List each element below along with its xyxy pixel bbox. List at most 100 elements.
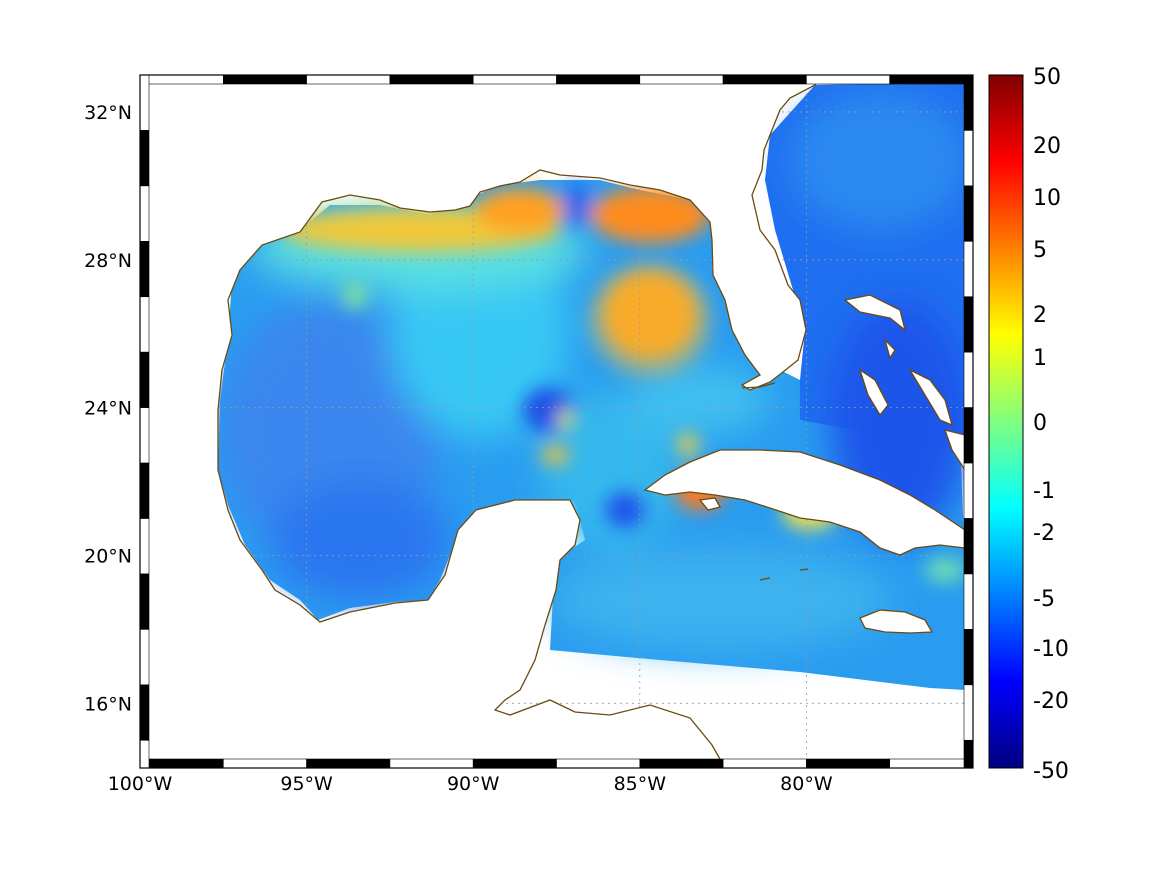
frame-segment-left (139, 739, 150, 769)
blob-mississippi-blue (560, 185, 592, 225)
frame-segment-right (963, 518, 974, 575)
frame-segment-left (139, 351, 150, 408)
frame-segment-top (223, 74, 307, 85)
colorbar-tick-label: 2 (1033, 303, 1047, 328)
frame-segment-right (963, 684, 974, 741)
frame-segment-bottom (639, 758, 724, 769)
map-frame (139, 74, 974, 769)
blob-north-orange-east (590, 187, 710, 243)
frame-segment-top (389, 74, 474, 85)
lon-tick-label: 100°W (108, 773, 173, 795)
frame-segment-right (963, 739, 974, 769)
blob-south-yellow (541, 445, 569, 465)
frame-segment-left (139, 573, 150, 630)
colorbar-tick-label: 20 (1033, 134, 1061, 159)
frame-segment-right (963, 241, 974, 298)
coast-bahamas-1 (843, 294, 907, 332)
lat-tick-label: 28°N (84, 250, 132, 272)
blob-south-gulf (270, 480, 450, 600)
frame-segment-left (139, 407, 150, 464)
frame-segment-top (722, 74, 807, 85)
blob-west-greenish (343, 281, 367, 309)
frame-segment-left (139, 74, 150, 131)
blob-florida-straits (630, 365, 770, 435)
colorbar-tick-label: -20 (1033, 689, 1069, 714)
coast-jamaica (859, 609, 934, 634)
colorbar-tick-label: 1 (1033, 346, 1047, 371)
colorbar-tick-label: 5 (1033, 238, 1047, 263)
frame-segment-left (139, 296, 150, 353)
frame-outline (139, 74, 974, 769)
frame-segment-top (889, 74, 974, 85)
coast-isle-of-youth (698, 497, 721, 511)
coast-cuba (643, 449, 966, 556)
blob-loop-halo (588, 262, 712, 378)
coast-bahamas-5 (883, 337, 896, 360)
longitude-labels: 100°W 95°W 90°W 85°W 80°W (108, 773, 833, 795)
blob-caribbean (550, 550, 890, 650)
lat-tick-label: 32°N (84, 102, 132, 124)
frame-segment-top (306, 74, 391, 85)
lon-tick-label: 95°W (280, 773, 333, 795)
frame-segment-right (963, 629, 974, 686)
frame-segment-left (139, 185, 150, 242)
frame-segment-top (556, 74, 641, 85)
colorbar-tick-label: 0 (1033, 411, 1047, 436)
colorbar-tick-label: 50 (1033, 65, 1061, 90)
frame-segment-left (139, 462, 150, 519)
coast-keys (741, 382, 776, 389)
lon-tick-label: 85°W (614, 773, 667, 795)
coast-bahamas-3 (908, 368, 953, 427)
frame-segment-top (639, 74, 724, 85)
blob-north-orange-west (475, 188, 565, 232)
lon-tick-label: 90°W (447, 773, 500, 795)
coastlines (140, 75, 966, 768)
blob-cuba-yellow (678, 433, 698, 457)
colorbar-bar (988, 74, 1024, 769)
frame-segment-bottom (556, 758, 641, 769)
colorbar-tick-label: -10 (1033, 637, 1069, 662)
frame-segment-right (963, 296, 974, 353)
lon-tick-label: 80°W (780, 773, 833, 795)
lat-tick-label: 24°N (84, 398, 132, 420)
blob-dark-blue-2 (605, 492, 645, 528)
blob-central-yellow (558, 410, 574, 430)
frame-segment-right (963, 74, 974, 131)
blob-windward (925, 558, 965, 582)
frame-segment-top (806, 74, 891, 85)
lat-tick-label: 16°N (84, 693, 132, 715)
colorbar-tick-label: -2 (1033, 521, 1055, 546)
frame-segment-top (472, 74, 557, 85)
frame-segment-right (963, 573, 974, 630)
frame-segment-bottom (223, 758, 307, 769)
latitude-labels: 32°N 28°N 24°N 20°N 16°N (84, 102, 132, 715)
frame-segment-right (963, 351, 974, 408)
frame-segment-right (963, 185, 974, 242)
frame-segment-left (139, 518, 150, 575)
frame-segment-left (139, 684, 150, 741)
frame-segment-bottom (472, 758, 557, 769)
frame-segment-bottom (806, 758, 891, 769)
frame-segment-right (963, 462, 974, 519)
frame-segment-bottom (389, 758, 474, 769)
frame-segment-left (139, 130, 150, 187)
colorbar-tick-label: -5 (1033, 587, 1055, 612)
coast-cayman (759, 568, 809, 581)
frame-segment-right (963, 407, 974, 464)
frame-segment-left (139, 241, 150, 298)
frame-segment-right (963, 130, 974, 187)
frame-segment-bottom (722, 758, 807, 769)
frame-segment-top (139, 74, 224, 85)
frame-segment-bottom (139, 758, 224, 769)
coast-north-america (140, 75, 821, 768)
frame-segment-left (139, 629, 150, 686)
colorbar-tick-label: 10 (1033, 186, 1061, 211)
frame-segment-bottom (889, 758, 974, 769)
coast-bahamas-2 (858, 368, 889, 417)
lat-tick-label: 20°N (84, 545, 132, 567)
colorbar-tick-label: -50 (1033, 759, 1069, 784)
colorbar-tick-label: -1 (1033, 479, 1055, 504)
